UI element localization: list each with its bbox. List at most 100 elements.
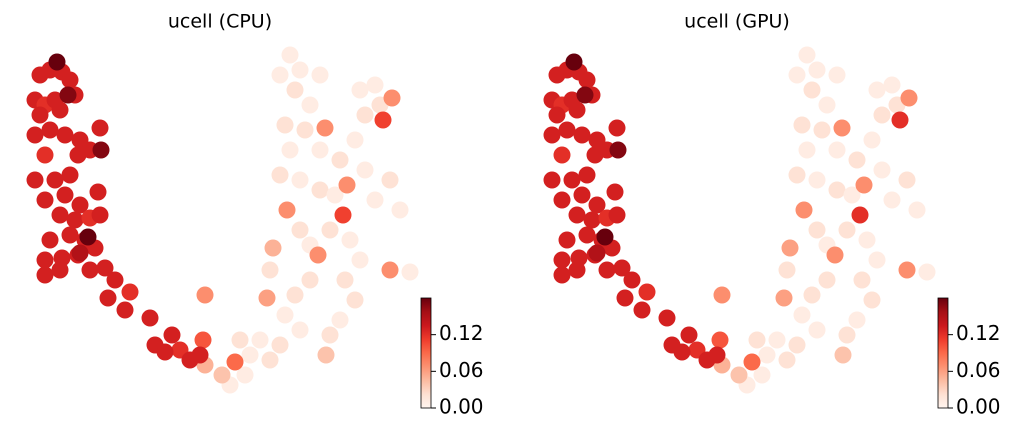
point (793, 306, 811, 324)
point (818, 96, 836, 114)
point (286, 81, 304, 99)
point (301, 271, 319, 289)
point (873, 106, 891, 124)
point (553, 251, 571, 269)
point (51, 101, 69, 119)
point (855, 176, 873, 194)
point (743, 353, 761, 371)
colorbar (937, 297, 949, 409)
point (673, 343, 691, 361)
point (813, 121, 831, 139)
point (838, 326, 856, 344)
point (213, 366, 231, 384)
point (26, 171, 44, 189)
point (623, 271, 641, 289)
point (99, 289, 117, 307)
point (851, 206, 869, 224)
point (818, 271, 836, 289)
point (863, 131, 881, 149)
point (276, 116, 294, 134)
point (36, 266, 54, 284)
point (311, 181, 329, 199)
point (633, 301, 651, 319)
point (226, 353, 244, 371)
point (56, 186, 74, 204)
point (883, 76, 901, 94)
point (383, 89, 401, 107)
point (258, 289, 276, 307)
point (613, 259, 631, 277)
point (334, 206, 352, 224)
point (778, 261, 796, 279)
point (863, 291, 881, 309)
point (286, 286, 304, 304)
point (900, 89, 918, 107)
colorbar (420, 297, 432, 409)
point (638, 283, 656, 301)
point (798, 141, 816, 159)
point (606, 183, 624, 201)
point (543, 126, 561, 144)
point (336, 271, 354, 289)
point (356, 106, 374, 124)
point (578, 226, 596, 244)
point (828, 181, 846, 199)
point (31, 106, 49, 124)
point (795, 201, 813, 219)
point (231, 331, 249, 349)
point (883, 191, 901, 209)
point (91, 206, 109, 224)
point (833, 119, 851, 137)
point (96, 259, 114, 277)
point (798, 46, 816, 64)
point (753, 366, 771, 384)
colorbar-tick-label: 0.00 (956, 395, 1001, 419)
point (41, 121, 59, 139)
point (36, 191, 54, 209)
point (89, 183, 107, 201)
point (92, 141, 110, 159)
point (848, 311, 866, 329)
point (848, 151, 866, 169)
point (51, 206, 69, 224)
point (71, 244, 89, 262)
point (338, 176, 356, 194)
point (36, 146, 54, 164)
point (309, 246, 327, 264)
point (553, 191, 571, 209)
point (121, 283, 139, 301)
point (241, 346, 259, 364)
point (356, 161, 374, 179)
point (381, 171, 399, 189)
point (291, 171, 309, 189)
colorbar-tick-label: 0.12 (439, 321, 484, 345)
point (61, 71, 79, 89)
point (758, 346, 776, 364)
point (588, 196, 606, 214)
point (46, 171, 64, 189)
point (748, 331, 766, 349)
point (41, 231, 59, 249)
point (808, 61, 826, 79)
point (873, 161, 891, 179)
point (61, 166, 79, 184)
point (553, 266, 571, 284)
point (331, 151, 349, 169)
point (843, 186, 861, 204)
point (374, 111, 392, 129)
point (116, 301, 134, 319)
point (271, 166, 289, 184)
point (61, 226, 79, 244)
point (583, 211, 601, 229)
point (141, 309, 159, 327)
point (576, 86, 594, 104)
point (301, 96, 319, 114)
point (838, 221, 856, 239)
point (778, 351, 796, 369)
point (563, 171, 581, 189)
point (351, 251, 369, 269)
point (898, 261, 916, 279)
point (278, 201, 296, 219)
point (311, 141, 329, 159)
